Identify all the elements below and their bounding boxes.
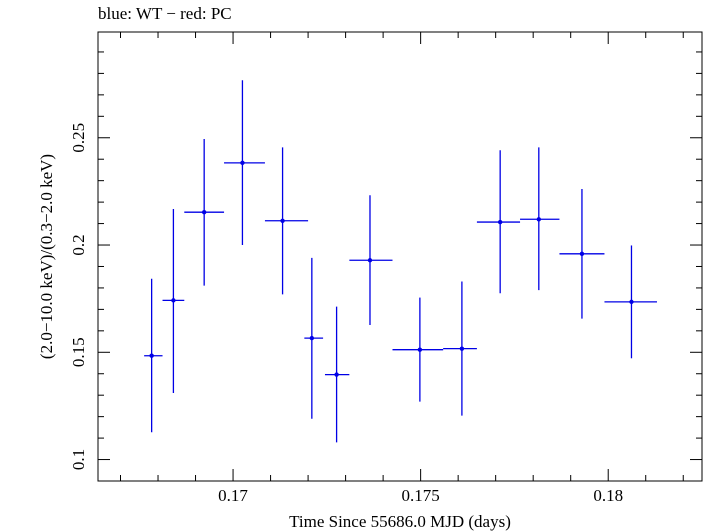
data-point — [264, 147, 309, 295]
data-point — [520, 147, 560, 291]
y-tick-label: 0.2 — [69, 234, 88, 255]
data-point — [324, 306, 350, 443]
point-marker — [149, 353, 154, 358]
data-point — [476, 150, 521, 294]
x-tick-label: 0.18 — [593, 486, 623, 505]
data-point — [144, 278, 163, 433]
x-tick-label: 0.17 — [218, 486, 248, 505]
data-point — [162, 208, 185, 394]
y-tick-label: 0.25 — [69, 123, 88, 153]
point-marker — [536, 217, 542, 222]
data-point — [304, 257, 324, 419]
point-marker — [280, 218, 285, 223]
x-axis-label: Time Since 55686.0 MJD (days) — [289, 512, 511, 531]
data-point — [392, 297, 444, 402]
plot-frame — [97, 31, 703, 482]
point-marker — [367, 258, 373, 263]
y-tick-label: 0.15 — [69, 337, 88, 367]
data-point — [349, 195, 393, 326]
point-marker — [459, 346, 465, 351]
data-point — [184, 139, 225, 286]
point-marker — [497, 219, 503, 225]
point-marker — [629, 299, 634, 305]
chart-title: blue: WT − red: PC — [98, 4, 232, 23]
data-point — [224, 80, 265, 246]
point-marker — [171, 298, 176, 303]
point-marker — [334, 372, 339, 377]
point-marker — [417, 347, 423, 352]
data-layer — [144, 80, 657, 443]
data-point — [604, 245, 657, 359]
x-tick-label: 0.175 — [402, 486, 440, 505]
point-marker — [309, 335, 315, 341]
data-point — [443, 281, 477, 416]
point-marker — [201, 210, 207, 215]
point-marker — [579, 251, 585, 257]
axis-ticks: 0.17 0.175 0.18 0.1 0.15 0.2 0.25 — [69, 32, 702, 505]
y-tick-label: 0.1 — [69, 449, 88, 470]
data-point — [559, 189, 605, 319]
point-marker — [240, 160, 245, 166]
y-axis-label: (2.0−10.0 keV)/(0.3−2.0 keV) — [37, 154, 56, 359]
